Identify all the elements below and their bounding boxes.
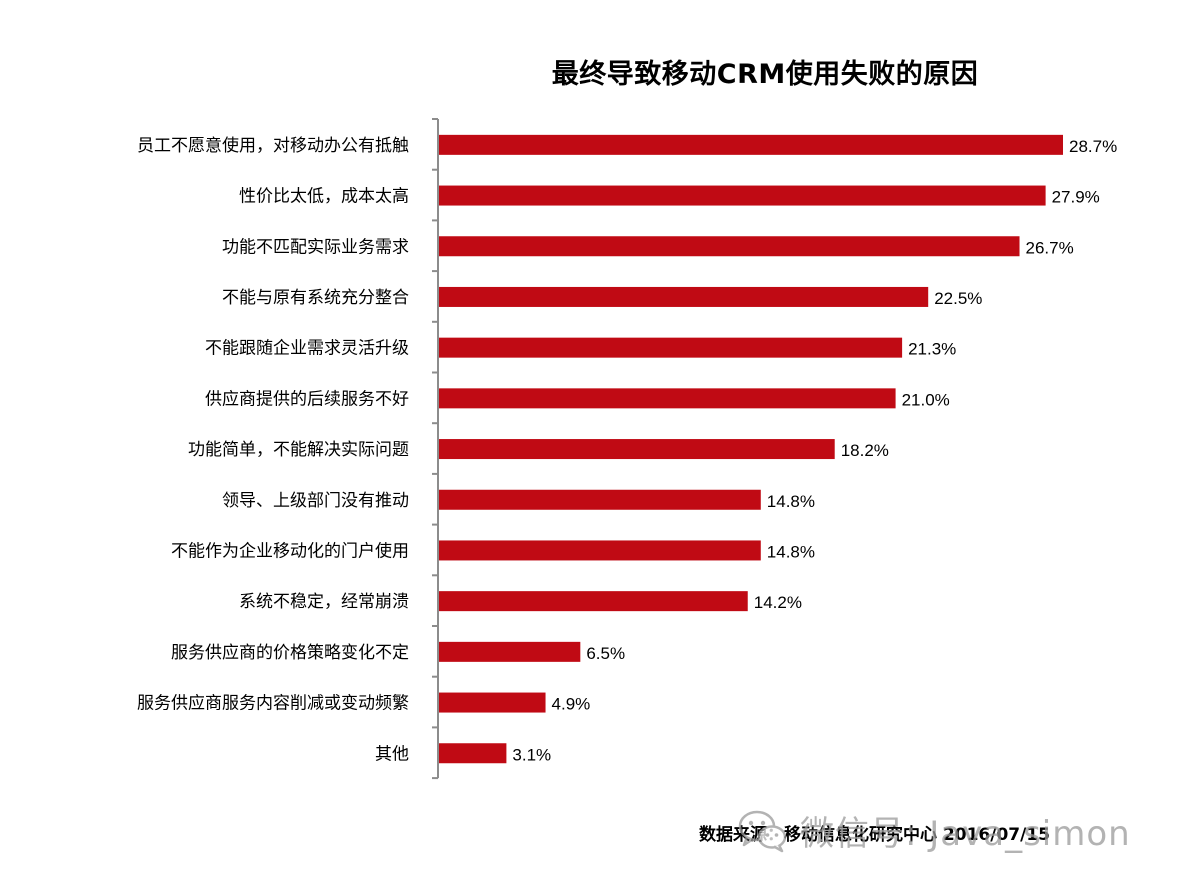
bar (439, 439, 835, 460)
data-label: 21.0% (902, 390, 950, 409)
bar (439, 236, 1020, 257)
data-label: 6.5% (586, 644, 625, 663)
source-note: 数据来源：移动信息化研究中心 2016/07/15 (699, 825, 1050, 845)
data-label: 22.5% (934, 289, 982, 308)
bar (439, 641, 581, 662)
category-label: 服务供应商的价格策略变化不定 (171, 643, 409, 663)
bar (439, 591, 748, 612)
bar (439, 540, 761, 561)
data-label: 14.8% (767, 542, 815, 561)
category-label: 系统不稳定，经常崩溃 (239, 592, 409, 612)
category-label: 不能与原有系统充分整合 (222, 288, 409, 308)
data-label: 28.7% (1069, 137, 1117, 156)
data-label: 4.9% (552, 695, 591, 714)
chart-title: 最终导致移动CRM使用失败的原因 (551, 59, 979, 90)
category-label: 服务供应商服务内容削减或变动频繁 (137, 694, 409, 714)
watermark: 微信号: Java_simon (738, 806, 1131, 855)
category-label: 领导、上级部门没有推动 (222, 491, 409, 511)
data-label: 27.9% (1052, 188, 1100, 207)
bar (439, 489, 761, 510)
category-label: 功能简单，不能解决实际问题 (188, 440, 409, 460)
category-label: 不能跟随企业需求灵活升级 (205, 339, 409, 359)
category-label: 供应商提供的后续服务不好 (205, 389, 409, 409)
category-label: 不能作为企业移动化的门户使用 (171, 540, 409, 561)
data-label: 14.2% (754, 593, 802, 612)
bar (439, 743, 507, 764)
wechat-icon (738, 810, 787, 852)
bar (439, 286, 929, 307)
bar (439, 388, 896, 409)
bar (439, 185, 1046, 206)
data-label: 3.1% (512, 745, 551, 764)
category-label: 功能不匹配实际业务需求 (222, 237, 409, 257)
category-label: 其他 (375, 744, 409, 764)
bar (439, 337, 903, 358)
data-label: 18.2% (841, 441, 889, 460)
bar (439, 134, 1063, 155)
watermark-text: 微信号: Java_simon (800, 814, 1131, 854)
data-label: 26.7% (1026, 238, 1074, 257)
data-label: 14.8% (767, 492, 815, 511)
category-label: 员工不愿意使用，对移动办公有抵触 (137, 135, 409, 156)
bar (439, 692, 546, 713)
category-label: 性价比太低，成本太高 (239, 187, 409, 207)
data-label: 21.3% (908, 340, 956, 359)
